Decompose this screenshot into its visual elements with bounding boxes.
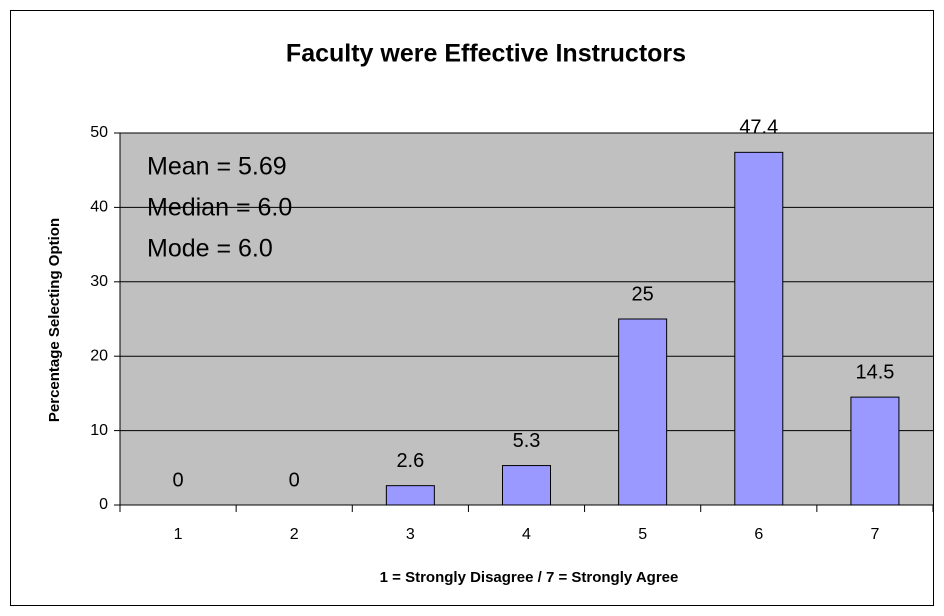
y-tick-label: 50 — [90, 124, 108, 141]
bar — [502, 465, 551, 506]
y-tick-label: 10 — [90, 422, 108, 439]
data-label: 2.6 — [396, 450, 424, 472]
x-tick-label: 1 — [174, 526, 183, 543]
x-tick-label: 4 — [522, 526, 531, 543]
annotation: Mean = 5.69 — [147, 153, 287, 181]
x-tick-label: 3 — [406, 526, 415, 543]
x-tick-label: 7 — [870, 526, 879, 543]
data-label: 0 — [173, 469, 184, 491]
y-tick-label: 30 — [90, 273, 108, 290]
y-axis-label: Percentage Selecting Option — [46, 218, 63, 422]
x-tick-label: 5 — [638, 526, 647, 543]
x-tick-label: 6 — [754, 526, 763, 543]
bar — [618, 318, 668, 506]
plot-area — [120, 133, 933, 505]
data-label: 47.4 — [739, 117, 778, 139]
annotation: Median = 6.0 — [147, 194, 292, 222]
data-label: 5.3 — [513, 430, 541, 452]
y-tick-label: 40 — [90, 199, 108, 216]
data-label: 0 — [289, 469, 300, 491]
bar — [850, 396, 900, 506]
y-tick-label: 0 — [99, 496, 108, 513]
chart-title: Faculty were Effective Instructors — [286, 40, 686, 68]
bar — [385, 485, 435, 506]
x-axis-label: 1 = Strongly Disagree / 7 = Strongly Agr… — [380, 569, 679, 586]
annotation: Mode = 6.0 — [147, 235, 273, 263]
bar — [734, 151, 784, 506]
data-label: 25 — [632, 283, 654, 305]
y-tick-label: 20 — [90, 347, 108, 364]
data-label: 14.5 — [855, 361, 894, 383]
x-tick-label: 2 — [290, 526, 299, 543]
